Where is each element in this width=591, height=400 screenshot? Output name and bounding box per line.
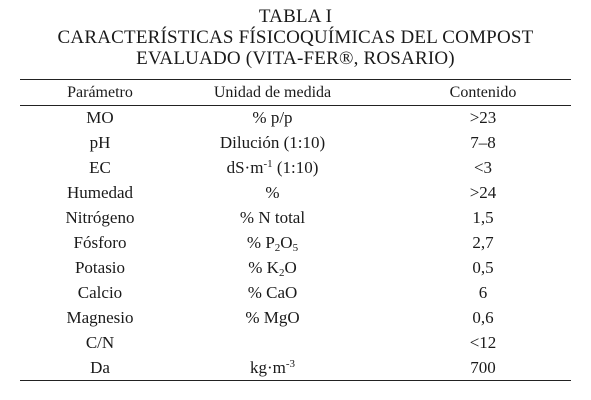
header-unidad: Unidad de medida [213,84,332,101]
bottom-rule [20,380,571,381]
unit-base: kg·m [249,358,286,377]
unit-cell: % [265,183,280,202]
param-cell: Calcio [77,283,123,302]
header-row: Parámetro Unidad de medida Contenido [20,80,571,105]
data-table: Parámetro Unidad de medida Contenido MO … [20,80,571,380]
table-row: Fósforo % P2O5 2,7 [20,230,571,255]
table-row: Humedad % >24 [20,180,571,205]
param-cell: EC [89,158,111,177]
value-cell: 0,5 [472,258,494,277]
unit-cell [180,330,365,355]
unit-cell: kg·m-3 [180,355,365,380]
param-cell: Fósforo [73,233,127,252]
table-row: Da kg·m-3 700 [20,355,571,380]
value-cell: 7–8 [470,133,496,152]
unit-subscript: 2 [278,267,285,279]
unit-cell: dS·m-1 (1:10) [180,155,365,180]
value-cell: 6 [478,283,488,302]
unit-cell: % MgO [245,308,300,327]
unit-cell: % CaO [247,283,298,302]
table-row: Magnesio % MgO 0,6 [20,305,571,330]
unit-superscript: -3 [285,358,296,370]
unit-cell: % P2O5 [180,230,365,255]
param-cell: pH [89,133,111,152]
unit-mid: O [284,258,297,277]
table-row: pH Dilución (1:10) 7–8 [20,130,571,155]
unit-cell: Dilución (1:10) [219,133,326,152]
unit-cell: % N total [239,208,306,227]
param-cell: Nitrógeno [65,208,135,227]
value-cell: <3 [473,158,493,177]
table-subtitle-line-1: CARACTERÍSTICAS FÍSICOQUÍMICAS DEL COMPO… [57,27,534,48]
table-title: TABLA I [258,6,333,27]
header-contenido: Contenido [449,84,517,101]
unit-base: % P [246,233,275,252]
unit-subscript: 5 [292,242,299,254]
top-rule [20,79,571,80]
value-cell: 0,6 [472,308,494,327]
value-cell: <12 [469,333,497,352]
unit-base: dS·m [226,158,264,177]
param-cell: Humedad [66,183,134,202]
table-caption: TABLA I CARACTERÍSTICAS FÍSICOQUÍMICAS D… [0,6,591,69]
param-cell: Potasio [74,258,126,277]
unit-tail: (1:10) [272,158,319,177]
param-cell: Magnesio [66,308,134,327]
table-row: Calcio % CaO 6 [20,280,571,305]
value-cell: >23 [469,108,497,127]
value-cell: 700 [470,358,496,377]
unit-cell: % K2O [180,255,365,280]
value-cell: 1,5 [472,208,494,227]
table-row: EC dS·m-1 (1:10) <3 [20,155,571,180]
unit-base: % K [248,258,279,277]
table-row: Nitrógeno % N total 1,5 [20,205,571,230]
header-parametro: Parámetro [67,84,133,101]
param-cell: C/N [85,333,115,352]
value-cell: 2,7 [472,233,494,252]
table-row: Potasio % K2O 0,5 [20,255,571,280]
unit-cell: % p/p [252,108,293,127]
param-cell: Da [90,358,110,377]
header-rule [20,105,571,106]
table-subtitle-line-2: EVALUADO (VITA-FER®, ROSARIO) [136,48,455,69]
unit-subscript: 2 [274,242,281,254]
table-row: C/N <12 [20,330,571,355]
table-row: MO % p/p >23 [20,105,571,130]
value-cell: >24 [469,183,497,202]
param-cell: MO [86,108,114,127]
unit-superscript: -1 [263,158,273,170]
unit-mid: O [280,233,293,252]
